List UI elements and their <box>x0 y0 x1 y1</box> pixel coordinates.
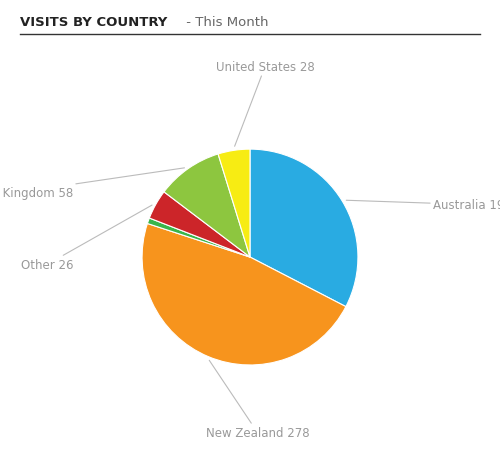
Text: New Zealand 278: New Zealand 278 <box>206 361 310 439</box>
Text: United States 28: United States 28 <box>216 61 314 147</box>
Text: United Kingdom 58: United Kingdom 58 <box>0 169 184 200</box>
Text: VISITS BY COUNTRY: VISITS BY COUNTRY <box>20 16 168 29</box>
Text: Other 26: Other 26 <box>20 206 152 271</box>
Wedge shape <box>164 155 250 257</box>
Wedge shape <box>218 150 250 257</box>
Wedge shape <box>250 150 358 307</box>
Text: - This Month: - This Month <box>182 16 269 29</box>
Text: Australia 191: Australia 191 <box>346 199 500 212</box>
Wedge shape <box>150 193 250 257</box>
Wedge shape <box>142 224 346 365</box>
Wedge shape <box>148 219 250 257</box>
